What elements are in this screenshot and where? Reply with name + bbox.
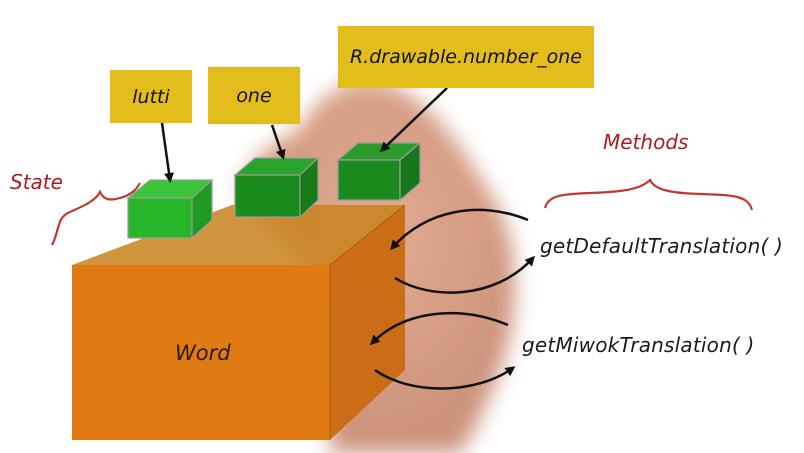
- methods-bracket: [543, 178, 754, 211]
- arrow-default-in: [390, 208, 529, 251]
- arrow-resource: [379, 87, 448, 153]
- green-block-lutti: [126, 178, 214, 240]
- label-resource: R.drawable.number_one: [338, 26, 594, 88]
- label-lutti: lutti: [110, 70, 192, 123]
- state-label: State: [10, 170, 63, 194]
- arrow-default-out: [394, 255, 536, 294]
- cube-top-face: [72, 205, 405, 265]
- label-one: one: [208, 67, 300, 124]
- method-get-default-translation: getDefaultTranslation( ): [540, 234, 784, 258]
- arrow-miwok-out: [374, 366, 516, 390]
- method-get-miwok-translation: getMiwokTranslation( ): [522, 333, 755, 357]
- arrow-lutti: [160, 122, 174, 183]
- arrow-miwok-in: [369, 311, 509, 346]
- arrow-one: [270, 124, 286, 160]
- green-block-resource: [336, 141, 422, 202]
- label-lutti-text: lutti: [132, 85, 170, 108]
- state-bracket: [51, 182, 141, 246]
- label-one-text: one: [236, 84, 272, 107]
- label-resource-text: R.drawable.number_one: [349, 46, 583, 68]
- methods-label: Methods: [603, 130, 689, 154]
- cube-side-face: [330, 205, 405, 440]
- word-label: Word: [175, 341, 231, 365]
- cube-front-face: [72, 265, 330, 440]
- green-block-one: [233, 156, 320, 219]
